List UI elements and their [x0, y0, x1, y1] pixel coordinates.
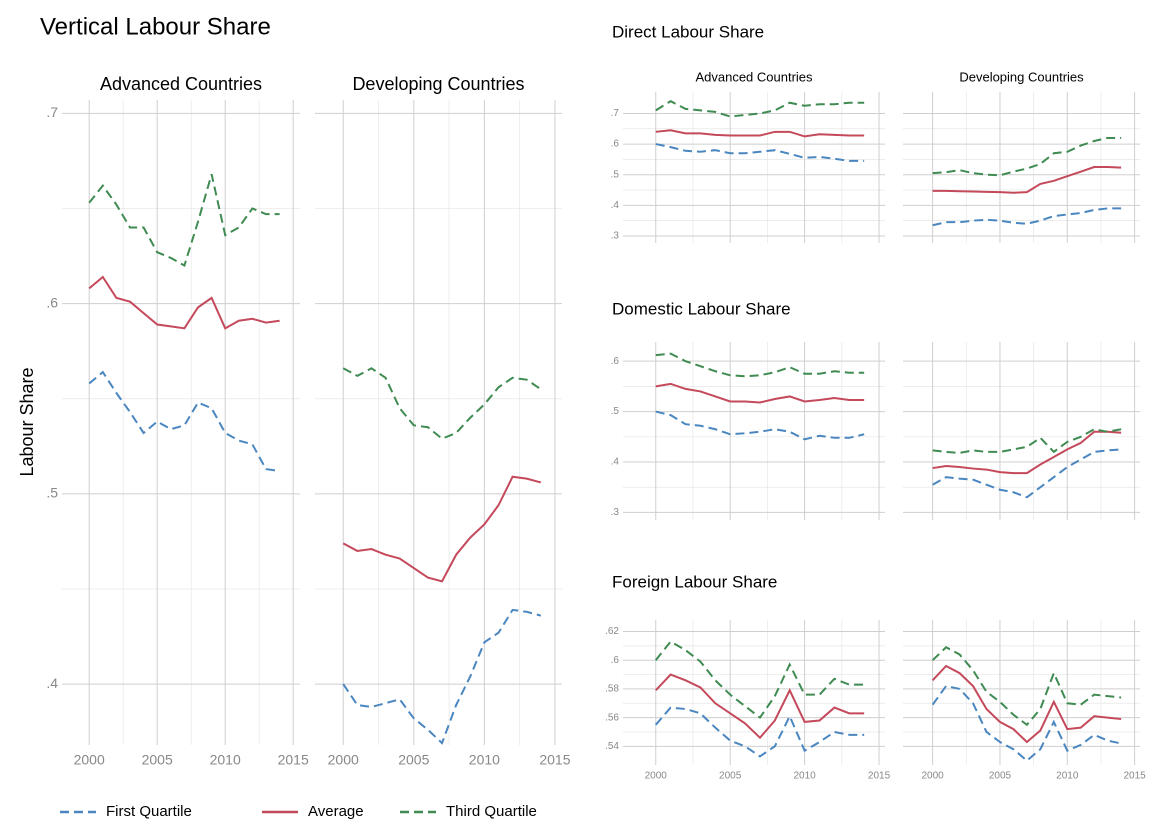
y-tick-label: .4: [611, 200, 620, 211]
x-tick-label: 2015: [1123, 771, 1146, 782]
x-tick-label: 2005: [989, 771, 1012, 782]
y-tick-label: .3: [611, 507, 620, 518]
y-tick-label: .5: [611, 406, 620, 417]
series-line: [931, 684, 1122, 763]
panel-title: Developing Countries: [352, 74, 524, 94]
y-tick-label: .5: [611, 169, 620, 180]
legend-label: Average: [308, 803, 364, 820]
panel-title: Developing Countries: [959, 69, 1084, 84]
series-line: [654, 640, 865, 720]
y-tick-label: .6: [611, 139, 620, 150]
series-line: [655, 410, 865, 441]
y-tick-label: .54: [605, 741, 619, 752]
chart-title: Foreign Labour Share: [612, 572, 777, 591]
series-line: [342, 367, 542, 440]
legend-label: First Quartile: [106, 803, 192, 820]
panel-title: Advanced Countries: [100, 74, 262, 94]
series-line: [88, 173, 280, 268]
y-tick-label: .56: [605, 712, 619, 723]
y-tick-label: .62: [605, 626, 619, 637]
x-tick-label: 2000: [645, 771, 668, 782]
series-line: [655, 129, 865, 138]
y-tick-label: .4: [46, 675, 58, 691]
series-line: [655, 382, 865, 404]
series-line: [932, 136, 1122, 177]
series-line: [654, 706, 865, 758]
y-tick-label: .6: [611, 655, 620, 666]
series-line: [931, 664, 1122, 744]
x-tick-label: 2010: [469, 752, 500, 768]
y-tick-label: .5: [46, 485, 58, 501]
y-axis-label: Labour Share: [17, 367, 37, 476]
series-line: [342, 475, 542, 583]
series-line: [932, 166, 1122, 194]
panel-title: Advanced Countries: [695, 69, 813, 84]
series-line: [932, 448, 1122, 499]
y-tick-label: .3: [611, 231, 620, 242]
series-line: [342, 608, 542, 745]
legend-label: Third Quartile: [446, 803, 537, 820]
x-tick-label: 2005: [142, 752, 173, 768]
series-line: [655, 352, 865, 378]
x-tick-label: 2010: [793, 771, 816, 782]
y-tick-label: .6: [611, 356, 620, 367]
x-tick-label: 2010: [210, 752, 241, 768]
series-line: [655, 100, 865, 118]
x-tick-label: 2000: [328, 752, 359, 768]
x-tick-label: 2005: [719, 771, 742, 782]
x-tick-label: 2005: [398, 752, 429, 768]
y-tick-label: .7: [611, 108, 620, 119]
y-tick-label: .58: [605, 684, 619, 695]
series-line: [88, 275, 280, 330]
series-line: [932, 428, 1122, 454]
chart-title: Vertical Labour Share: [40, 13, 271, 40]
chart-title: Direct Labour Share: [612, 22, 764, 41]
chart-title: Domestic Labour Share: [612, 299, 791, 318]
x-tick-label: 2010: [1056, 771, 1079, 782]
series-line: [932, 430, 1122, 475]
series-line: [931, 646, 1122, 727]
x-tick-label: 2015: [278, 752, 309, 768]
y-tick-label: .4: [611, 457, 620, 468]
series-line: [88, 370, 280, 473]
x-tick-label: 2015: [868, 771, 891, 782]
x-tick-label: 2000: [74, 752, 105, 768]
x-tick-label: 2015: [539, 752, 570, 768]
series-line: [655, 673, 865, 740]
x-tick-label: 2000: [922, 771, 945, 782]
y-tick-label: .7: [46, 104, 58, 120]
series-line: [655, 143, 865, 162]
y-tick-label: .6: [46, 294, 58, 310]
series-line: [932, 207, 1122, 227]
